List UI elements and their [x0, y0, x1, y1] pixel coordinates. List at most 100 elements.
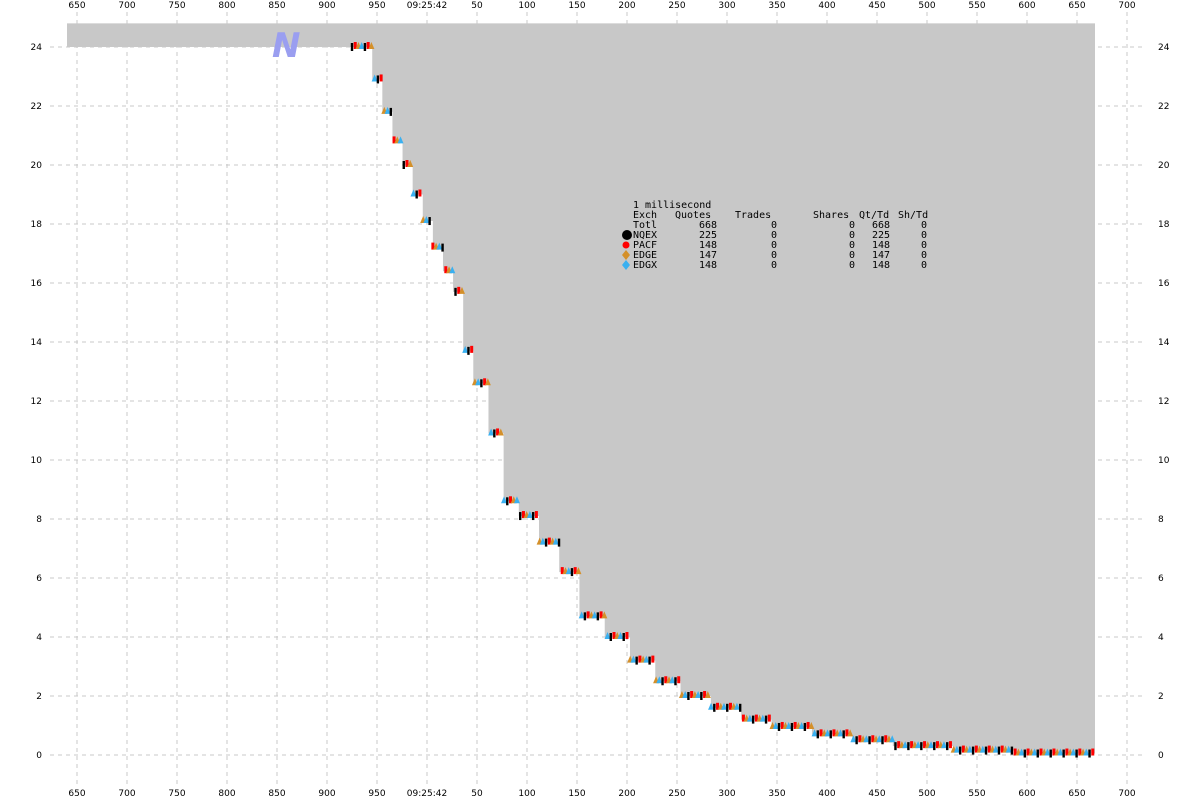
legend-header: Exch: [633, 210, 657, 221]
legend-cell: 225: [699, 230, 717, 241]
x-tick-label: 350: [768, 789, 785, 799]
quote-marker: [643, 655, 650, 663]
quote-marker: [436, 242, 443, 250]
quote-marker: [987, 745, 991, 753]
quote-marker: [674, 677, 677, 686]
quote-marker: [928, 741, 935, 749]
x-tick-label: 50: [471, 1, 483, 11]
quote-marker: [772, 721, 779, 729]
x-tick-labels-top: 650 700 750 800 850 900 950 09:25:42 50 100 150 200…: [68, 1, 1135, 11]
y-tick-label: 14: [1158, 338, 1170, 348]
x-tick-label: 450: [868, 1, 885, 11]
x-tick-label: 700: [118, 1, 135, 11]
x-tick-label: 150: [568, 789, 585, 799]
quote-marker: [966, 745, 973, 753]
quote-marker: [1023, 749, 1027, 758]
quote-marker: [958, 746, 962, 755]
x-tick-label: 500: [918, 1, 935, 11]
y-tick-label: 4: [1158, 633, 1164, 643]
quote-marker: [1010, 746, 1014, 755]
quote-marker: [777, 722, 781, 731]
quote-marker: [353, 42, 357, 49]
quote-marker: [462, 345, 469, 353]
quote-marker: [651, 655, 655, 663]
legend-cell: 668: [872, 220, 890, 231]
quote-marker: [428, 217, 431, 226]
x-tick-label: 250: [668, 1, 685, 11]
quote-marker: [431, 242, 435, 250]
x-tick-label: 200: [618, 1, 635, 11]
quote-marker: [601, 611, 608, 619]
quote-marker: [764, 715, 768, 724]
quote-marker: [449, 266, 456, 274]
quote-marker: [565, 567, 572, 575]
x-tick-label: 750: [168, 789, 185, 799]
legend-cell: 225: [872, 230, 890, 241]
quote-marker: [894, 742, 897, 751]
legend-cell: 0: [771, 240, 777, 251]
quote-marker: [808, 721, 815, 729]
quote-marker: [850, 735, 857, 743]
quote-marker: [767, 714, 771, 722]
watermark-text: N: [272, 26, 300, 66]
quote-marker: [1049, 749, 1052, 758]
quote-marker: [881, 736, 884, 745]
quote-marker: [560, 567, 564, 575]
legend-cell: 0: [921, 240, 927, 251]
x-tick-label: 750: [168, 1, 185, 11]
quote-marker: [997, 746, 1001, 755]
quote-marker: [519, 512, 522, 521]
quote-marker: [907, 742, 910, 751]
legend-cell: 0: [849, 250, 855, 261]
quote-marker: [803, 722, 807, 731]
x-tick-label: 400: [818, 1, 835, 11]
y-tick-label: 16: [1158, 279, 1170, 289]
quote-marker: [897, 741, 901, 749]
quote-marker: [470, 345, 474, 353]
quote-marker: [902, 741, 909, 749]
x-tick-label: 100: [518, 789, 535, 799]
legend-marker: [622, 260, 630, 270]
legend-cell: 148: [699, 260, 717, 271]
x-tick-label: 950: [368, 1, 385, 11]
quote-marker: [824, 729, 831, 737]
legend-cell: 0: [771, 260, 777, 271]
legend-cell: 0: [849, 260, 855, 271]
quote-marker: [389, 107, 393, 116]
quote-marker: [638, 655, 642, 663]
legend-cell: 668: [699, 220, 717, 231]
legend-cell: 0: [849, 220, 855, 231]
quote-marker: [648, 656, 651, 665]
quote-marker: [423, 216, 430, 224]
legend-header: Shares: [813, 210, 849, 221]
x-tick-label: 550: [968, 789, 985, 799]
x-tick-label: 800: [218, 789, 235, 799]
legend-cell: 148: [872, 240, 890, 251]
quote-marker: [467, 346, 470, 355]
quote-marker: [622, 633, 625, 641]
spread-fill-area: [67, 23, 1095, 758]
y-tick-label: 0: [36, 751, 42, 761]
quote-marker: [992, 745, 999, 753]
y-tick-label: 22: [31, 102, 42, 112]
quote-marker: [811, 729, 818, 737]
quote-marker: [444, 266, 448, 274]
quote-marker: [1078, 748, 1082, 756]
quote-marker: [539, 537, 546, 545]
quote-marker: [974, 745, 978, 753]
quote-marker: [910, 741, 914, 749]
quote-markers: [350, 42, 1095, 758]
quote-marker: [953, 745, 960, 753]
quote-marker: [754, 714, 758, 722]
quote-marker: [915, 741, 922, 749]
quote-marker: [721, 702, 728, 710]
y-tick-label: 6: [1158, 574, 1164, 584]
quote-marker: [609, 633, 612, 641]
quote-marker: [889, 735, 896, 743]
quote-marker: [979, 745, 986, 753]
quote-marker: [480, 379, 483, 388]
quote-marker: [392, 136, 396, 144]
